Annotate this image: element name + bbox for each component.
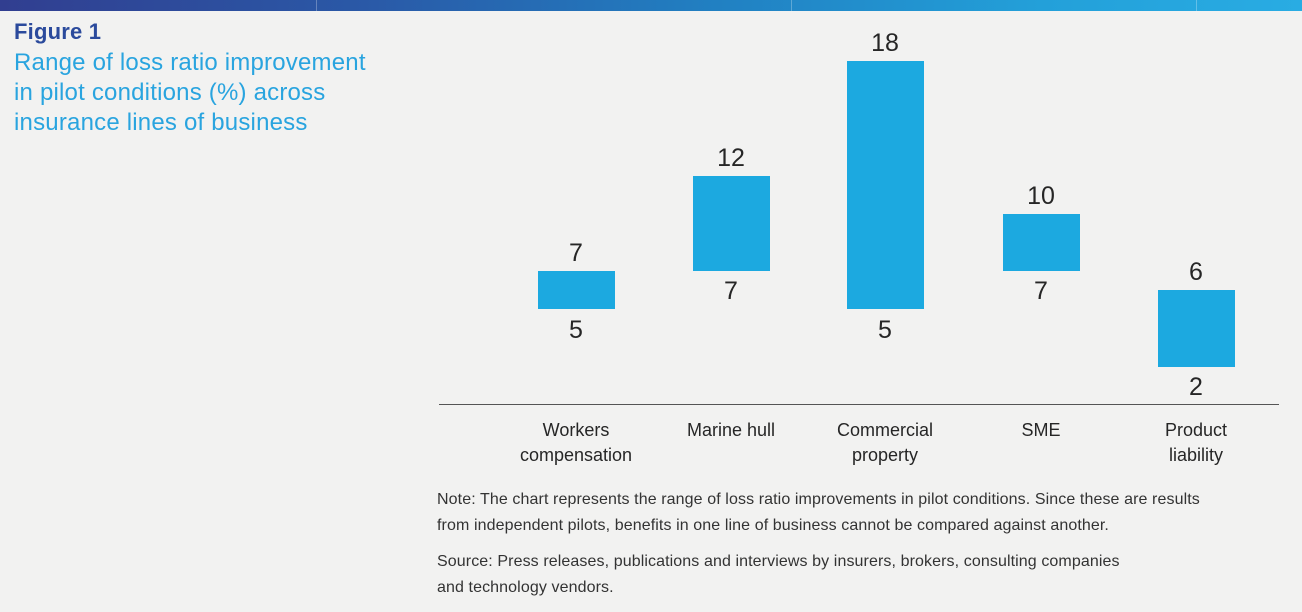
category-label-line: compensation — [519, 445, 633, 465]
top-gradient-bar — [0, 0, 1302, 11]
range-bar — [1002, 214, 1080, 272]
category-label: Workers compensation — [496, 418, 656, 468]
figure-title: Range of loss ratio improvement in pilot… — [14, 48, 434, 138]
bar-min-label: 2 — [1189, 372, 1203, 401]
category-label-line: property — [851, 445, 919, 465]
category-label-line: Product — [1164, 420, 1228, 440]
note-line: Note: The chart represents the range of … — [437, 491, 1200, 508]
bar-max-label: 7 — [569, 239, 583, 268]
figure-label: Figure 1 — [14, 19, 102, 44]
range-bar — [846, 61, 924, 310]
figure-title-line: in pilot conditions (%) across — [14, 79, 326, 106]
bar-max-label: 10 — [1027, 182, 1055, 210]
bar-max-label: 18 — [871, 29, 899, 58]
category-label-line: Workers — [542, 420, 610, 440]
source-line: and technology vendors. — [437, 579, 614, 596]
category-label-line: Marine hull — [686, 420, 776, 440]
source-text: Source: Press releases, publications and… — [437, 549, 1120, 601]
source-line: Source: Press releases, publications and… — [437, 553, 1120, 570]
bar-min-label: 5 — [569, 315, 583, 344]
topbar-segment-divider — [316, 0, 317, 11]
category-label-line: SME — [1021, 420, 1061, 440]
range-bar — [692, 175, 770, 272]
topbar-segment-divider — [791, 0, 792, 11]
bar-min-label: 5 — [878, 315, 892, 344]
figure-title-line: insurance lines of business — [14, 109, 308, 136]
category-label-line: Commercial — [836, 420, 933, 440]
figure-header: Figure 1 Range of loss ratio improvement… — [14, 18, 434, 138]
range-bar — [1157, 290, 1235, 367]
x-axis-line — [439, 404, 1279, 405]
range-bar — [537, 271, 615, 310]
bar-max-label: 12 — [717, 143, 745, 172]
category-label: SME — [961, 418, 1121, 443]
note-line: from independent pilots, benefits in one… — [437, 517, 1109, 534]
bar-min-label: 7 — [724, 277, 738, 306]
category-label-line: liability — [1168, 445, 1224, 465]
bar-min-label: 7 — [1034, 277, 1048, 306]
category-label: Product liability — [1116, 418, 1276, 468]
figure-title-line: Range of loss ratio improvement — [14, 49, 366, 76]
category-label: Commercial property — [805, 418, 965, 468]
note-text: Note: The chart represents the range of … — [437, 487, 1200, 539]
category-label: Marine hull — [651, 418, 811, 443]
topbar-segment-divider — [1196, 0, 1197, 11]
bar-max-label: 6 — [1189, 258, 1203, 287]
